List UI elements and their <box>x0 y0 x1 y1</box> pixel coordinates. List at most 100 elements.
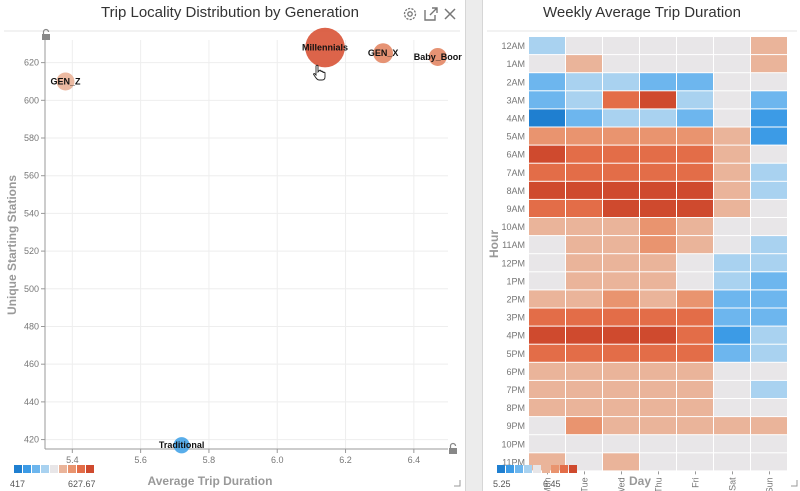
heatmap-cell[interactable] <box>677 91 713 109</box>
heatmap-cell[interactable] <box>529 218 565 236</box>
heatmap-cell[interactable] <box>566 55 602 73</box>
heatmap-cell[interactable] <box>677 399 713 417</box>
heatmap-cell[interactable] <box>640 37 676 55</box>
heatmap-resize-handle-icon[interactable] <box>791 480 798 487</box>
heatmap-cell[interactable] <box>714 55 750 73</box>
heatmap-cell[interactable] <box>751 290 787 308</box>
heatmap-cell[interactable] <box>603 308 639 326</box>
heatmap-cell[interactable] <box>714 435 750 453</box>
heatmap-cell[interactable] <box>714 91 750 109</box>
heatmap-cell[interactable] <box>714 326 750 344</box>
heatmap-cell[interactable] <box>751 236 787 254</box>
heatmap-cell[interactable] <box>751 417 787 435</box>
heatmap-cell[interactable] <box>529 362 565 380</box>
heatmap-cell[interactable] <box>751 55 787 73</box>
heatmap-cell[interactable] <box>677 127 713 145</box>
heatmap-cell[interactable] <box>566 290 602 308</box>
heatmap-cell[interactable] <box>714 417 750 435</box>
heatmap-cell[interactable] <box>566 37 602 55</box>
heatmap-cell[interactable] <box>677 435 713 453</box>
heatmap-cell[interactable] <box>677 290 713 308</box>
heatmap-cell[interactable] <box>751 181 787 199</box>
heatmap-cell[interactable] <box>529 199 565 217</box>
heatmap-cell[interactable] <box>640 326 676 344</box>
heatmap-cell[interactable] <box>603 218 639 236</box>
heatmap-cell[interactable] <box>640 290 676 308</box>
heatmap-cell[interactable] <box>603 272 639 290</box>
resize-handle-icon[interactable] <box>454 480 461 487</box>
heatmap-cell[interactable] <box>529 435 565 453</box>
heatmap-cell[interactable] <box>677 73 713 91</box>
heatmap-cell[interactable] <box>640 218 676 236</box>
heatmap-cell[interactable] <box>529 236 565 254</box>
heatmap-cell[interactable] <box>529 181 565 199</box>
heatmap-cell[interactable] <box>640 417 676 435</box>
heatmap-cell[interactable] <box>640 181 676 199</box>
heatmap-cell[interactable] <box>640 91 676 109</box>
heatmap-cell[interactable] <box>566 181 602 199</box>
heatmap-cell[interactable] <box>603 55 639 73</box>
scatter-point-millennials[interactable]: Millennials <box>302 27 348 68</box>
heatmap-cell[interactable] <box>603 236 639 254</box>
heatmap-cell[interactable] <box>751 308 787 326</box>
heatmap-cell[interactable] <box>677 55 713 73</box>
heatmap-cell[interactable] <box>603 290 639 308</box>
heatmap-cell[interactable] <box>566 272 602 290</box>
heatmap-cell[interactable] <box>603 199 639 217</box>
heatmap-cell[interactable] <box>751 399 787 417</box>
heatmap-cell[interactable] <box>751 344 787 362</box>
scatter-point-gen-x[interactable]: GEN_X <box>368 43 399 64</box>
heatmap-cell[interactable] <box>640 236 676 254</box>
heatmap-cell[interactable] <box>677 199 713 217</box>
heatmap-cell[interactable] <box>714 127 750 145</box>
heatmap-cell[interactable] <box>714 199 750 217</box>
scatter-point-marker[interactable] <box>305 27 345 68</box>
heatmap-cell[interactable] <box>714 163 750 181</box>
heatmap-cell[interactable] <box>714 308 750 326</box>
heatmap-cell[interactable] <box>640 73 676 91</box>
heatmap-cell[interactable] <box>603 362 639 380</box>
scatter-point-gen-z[interactable]: GEN_Z <box>50 72 81 91</box>
heatmap-cell[interactable] <box>677 272 713 290</box>
heatmap-cell[interactable] <box>603 145 639 163</box>
heatmap-cell[interactable] <box>751 37 787 55</box>
heatmap-cell[interactable] <box>529 145 565 163</box>
scatter-point-traditional[interactable]: Traditional <box>159 437 205 454</box>
heatmap-cell[interactable] <box>677 344 713 362</box>
heatmap-cell[interactable] <box>640 308 676 326</box>
heatmap-cell[interactable] <box>677 37 713 55</box>
heatmap-cell[interactable] <box>603 163 639 181</box>
heatmap-cell[interactable] <box>603 254 639 272</box>
scatter-point-marker[interactable] <box>373 43 394 64</box>
heatmap-cell[interactable] <box>640 55 676 73</box>
heatmap-cell[interactable] <box>603 73 639 91</box>
heatmap-cell[interactable] <box>714 109 750 127</box>
heatmap-cell[interactable] <box>529 417 565 435</box>
heatmap-cell[interactable] <box>566 417 602 435</box>
heatmap-cell[interactable] <box>640 380 676 398</box>
heatmap-cell[interactable] <box>714 272 750 290</box>
heatmap-cell[interactable] <box>714 37 750 55</box>
heatmap-cell[interactable] <box>566 344 602 362</box>
heatmap-cell[interactable] <box>529 254 565 272</box>
heatmap-cell[interactable] <box>529 37 565 55</box>
heatmap-cell[interactable] <box>603 453 639 471</box>
heatmap-cell[interactable] <box>640 145 676 163</box>
heatmap-cell[interactable] <box>529 344 565 362</box>
heatmap-cell[interactable] <box>714 290 750 308</box>
heatmap-cell[interactable] <box>529 73 565 91</box>
heatmap-cell[interactable] <box>714 453 750 471</box>
heatmap-cell[interactable] <box>751 326 787 344</box>
heatmap-cell[interactable] <box>529 326 565 344</box>
heatmap-cell[interactable] <box>566 308 602 326</box>
settings-gear-icon[interactable] <box>402 6 418 22</box>
heatmap-cell[interactable] <box>566 199 602 217</box>
heatmap-cell[interactable] <box>566 254 602 272</box>
heatmap-cell[interactable] <box>640 199 676 217</box>
heatmap-cell[interactable] <box>603 127 639 145</box>
heatmap-cell[interactable] <box>603 91 639 109</box>
heatmap-cell[interactable] <box>677 326 713 344</box>
heatmap-cell[interactable] <box>603 37 639 55</box>
heatmap-cell[interactable] <box>566 145 602 163</box>
heatmap-cell[interactable] <box>714 73 750 91</box>
